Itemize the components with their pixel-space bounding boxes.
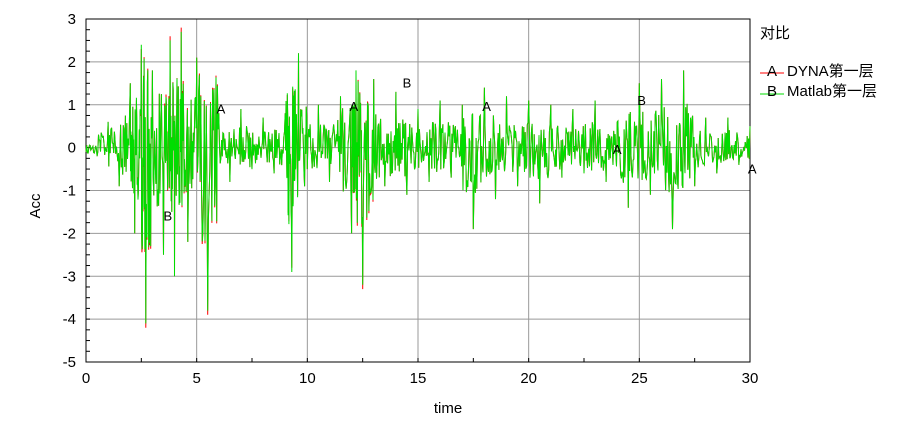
series-marker-label: A — [482, 99, 491, 114]
y-tick-label: -1 — [63, 183, 76, 200]
y-tick-label: 1 — [68, 97, 76, 114]
legend-label-b: Matlab第一层 — [787, 82, 877, 100]
x-tick-label: 5 — [192, 370, 200, 387]
y-tick-label: -4 — [63, 311, 76, 328]
series-marker-label: A — [349, 99, 358, 114]
y-tick-label: 0 — [68, 140, 76, 157]
annotation-layer: A A A A A B B B — [164, 76, 757, 224]
x-tick-label: 15 — [410, 370, 427, 387]
legend-entry-b: B Matlab第一层 — [760, 82, 877, 100]
series-marker-label: B — [637, 93, 646, 108]
plot-frame — [85, 18, 751, 363]
series-line-b — [85, 31, 751, 324]
y-tick-label: -5 — [63, 354, 76, 371]
y-tick-label: -2 — [63, 225, 76, 242]
y-tick-label: 2 — [68, 54, 76, 71]
series-marker-label: B — [164, 209, 173, 224]
y-tick-labels: -5 -4 -3 -2 -1 0 1 2 3 — [63, 11, 76, 371]
x-tick-label: 20 — [520, 370, 537, 387]
x-tick-label: 25 — [631, 370, 648, 387]
legend: 对比 A DYNA第一层 B Matlab第一层 — [760, 25, 877, 100]
series-marker-label: A — [748, 161, 757, 176]
y-tick-label: -3 — [63, 268, 76, 285]
x-tick-label: 30 — [742, 370, 759, 387]
x-tick-labels: 0 5 10 15 20 25 30 — [82, 370, 759, 387]
series-marker-label: A — [217, 101, 226, 116]
series-layer — [85, 27, 751, 328]
minor-ticks — [85, 18, 751, 363]
legend-label-a: DYNA第一层 — [787, 62, 874, 80]
series-marker-label: A — [613, 142, 622, 157]
y-tick-label: 3 — [68, 11, 76, 28]
x-tick-label: 0 — [82, 370, 90, 387]
series-marker-label: B — [403, 76, 412, 91]
y-axis-title: Acc — [27, 193, 44, 219]
legend-marker-b: B — [767, 83, 777, 100]
legend-title: 对比 — [760, 25, 790, 42]
legend-entry-a: A DYNA第一层 — [760, 62, 874, 80]
x-tick-label: 10 — [299, 370, 316, 387]
x-axis-title: time — [434, 400, 462, 417]
legend-marker-a: A — [767, 63, 777, 80]
